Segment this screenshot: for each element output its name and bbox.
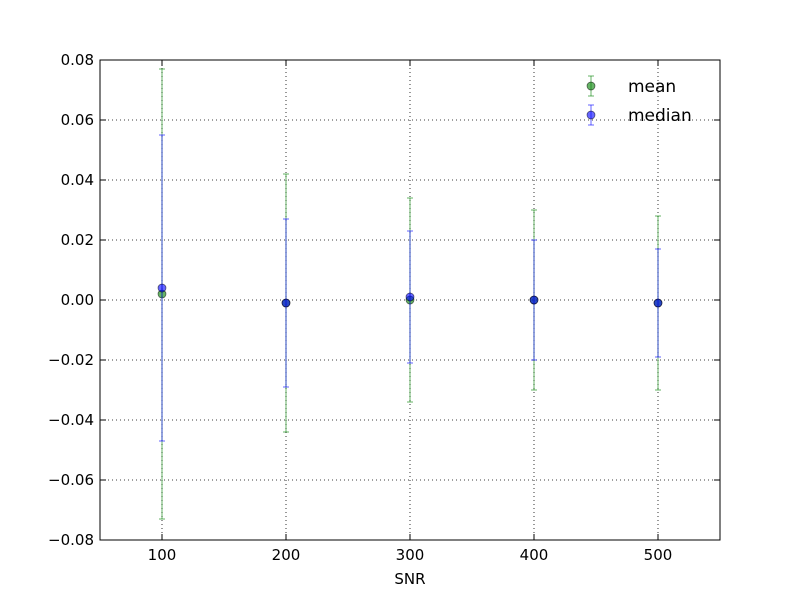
legend-label: median: [628, 106, 692, 126]
legend-label: mean: [628, 77, 676, 97]
y-tick-label: 0.04: [61, 171, 94, 189]
x-axis-title: SNR: [394, 570, 425, 588]
data-point: [529, 295, 539, 305]
y-tick-label: −0.06: [48, 471, 94, 489]
y-tick-label: −0.08: [48, 531, 94, 549]
x-tick-label: 100: [148, 546, 177, 564]
y-tick-label: 0.02: [61, 231, 94, 249]
legend-marker: [586, 81, 596, 91]
y-tick-label: 0.06: [61, 111, 94, 129]
data-point: [157, 283, 167, 293]
y-tick-label: −0.04: [48, 411, 94, 429]
legend-marker: [586, 110, 596, 120]
x-tick-label: 200: [272, 546, 301, 564]
data-point: [405, 292, 415, 302]
y-tick-label: 0.08: [61, 51, 94, 69]
legend: mean median: [586, 75, 692, 126]
x-tick-label: 300: [396, 546, 425, 564]
y-tick-label: 0.00: [61, 291, 94, 309]
series-layer: [157, 68, 663, 520]
x-tick-label: 400: [520, 546, 549, 564]
axis-ticks: 100 200 300 400 500 −0.08 −0.06 −0.04 −0.02 0.00 0…: [48, 51, 720, 564]
y-tick-label: −0.02: [48, 351, 94, 369]
data-point: [653, 298, 663, 308]
x-tick-label: 500: [644, 546, 673, 564]
data-point: [281, 298, 291, 308]
series-median: [157, 134, 663, 442]
